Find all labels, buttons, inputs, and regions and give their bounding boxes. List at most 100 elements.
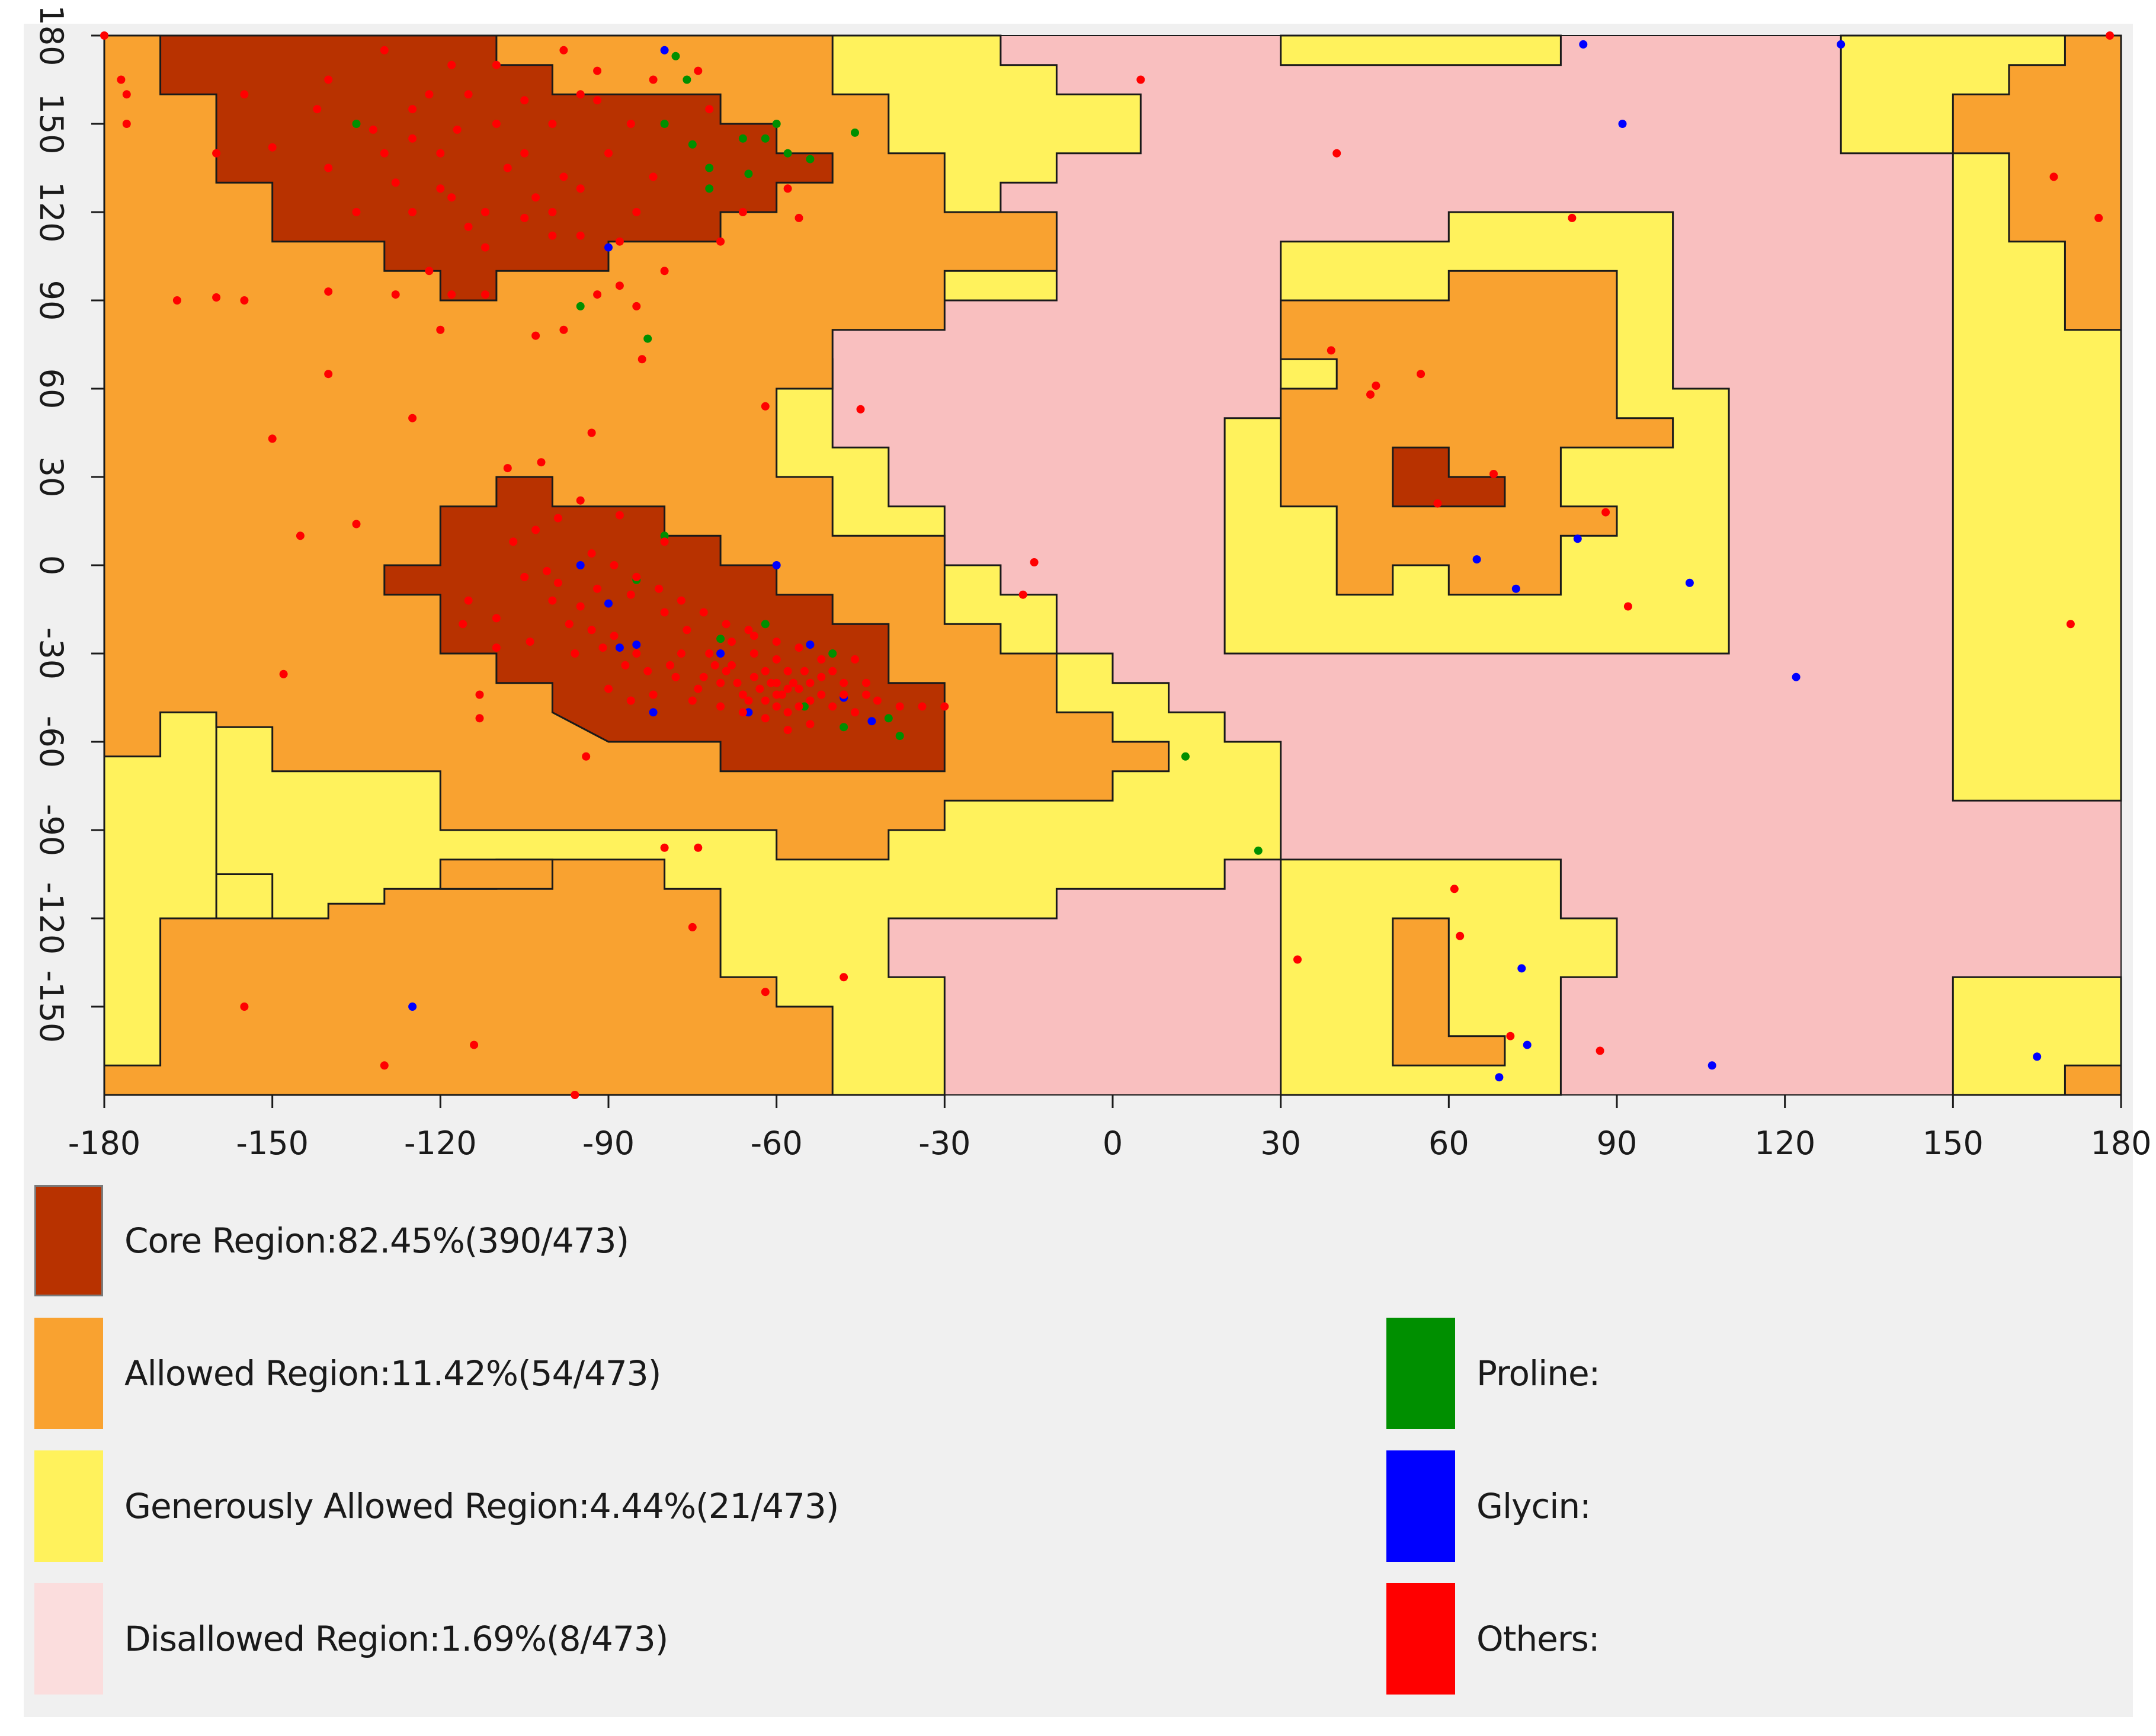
proline-point <box>716 635 725 643</box>
series-others <box>100 31 2115 1099</box>
x-tick-label: -150 <box>236 1125 309 1162</box>
y-tick-label: 90 <box>33 280 70 321</box>
others-point <box>492 643 501 652</box>
others-point <box>548 231 557 240</box>
others-point <box>840 690 848 699</box>
others-point <box>492 120 501 128</box>
proline-point <box>1254 846 1263 855</box>
proline-point <box>688 140 697 149</box>
others-point <box>548 596 557 605</box>
others-point <box>380 46 389 55</box>
allowed-region-lower-notch <box>439 859 553 890</box>
glycin-point <box>1837 40 1846 49</box>
others-point <box>688 696 697 705</box>
proline-point <box>744 169 753 178</box>
others-point <box>100 31 108 40</box>
glycin-point <box>649 708 658 717</box>
others-point <box>1136 75 1145 84</box>
others-point <box>481 290 489 299</box>
disallowed-region-swatch <box>34 1583 103 1695</box>
others-point <box>621 661 630 670</box>
others-point <box>122 90 131 99</box>
others-point <box>447 193 456 202</box>
y-tick-label: 0 <box>33 555 70 575</box>
others-point <box>795 702 803 711</box>
others-point <box>240 90 249 99</box>
x-tick-label: 30 <box>1260 1125 1301 1162</box>
others-point <box>587 428 596 437</box>
others-point <box>391 178 400 187</box>
others-point <box>531 193 540 202</box>
others-point <box>481 208 489 216</box>
proline-point <box>851 128 859 137</box>
others-point <box>806 678 815 687</box>
proline-point <box>683 75 691 84</box>
others-point <box>705 649 714 658</box>
y-tick-label: 60 <box>33 369 70 409</box>
others-point <box>520 96 529 105</box>
others-point <box>503 164 512 172</box>
others-point <box>615 237 624 246</box>
glycin-point <box>615 643 624 652</box>
others-point <box>408 208 417 216</box>
allowed-region-label: Allowed Region:11.42%(54/473) <box>124 1353 661 1394</box>
others-point <box>492 614 501 623</box>
glycin-point <box>1579 40 1588 49</box>
others-point <box>637 355 646 364</box>
others-point <box>117 75 126 84</box>
core-region-left-alpha <box>1392 446 1506 508</box>
others-point <box>649 75 658 84</box>
x-tick-label: -180 <box>68 1125 141 1162</box>
proline-point <box>660 531 669 540</box>
allowed-region-bottom-right <box>2064 1064 2122 1096</box>
others-point <box>352 520 361 529</box>
others-point <box>610 561 619 569</box>
others-point <box>408 134 417 143</box>
others-point <box>761 402 770 411</box>
x-tick-label: 150 <box>1923 1125 1984 1162</box>
others-point <box>240 1002 249 1011</box>
others-point <box>940 702 949 711</box>
others-point <box>728 638 736 646</box>
others-point <box>694 843 703 852</box>
x-tick-label: -90 <box>582 1125 635 1162</box>
glycin-point <box>1523 1040 1532 1049</box>
proline-point <box>884 714 893 723</box>
others-point <box>2066 620 2075 629</box>
others-point <box>2049 172 2058 181</box>
others-point <box>660 537 669 546</box>
glycin-point <box>806 640 815 649</box>
others-point <box>408 414 417 422</box>
axes: -180 -150 -120 -90 -60 -30 0 30 60 90 120 150 180 180… <box>33 5 2152 1162</box>
others-point <box>772 690 781 699</box>
proline-point <box>761 620 770 629</box>
others-point <box>520 149 529 158</box>
legend-proline: Proline: <box>1386 1318 1600 1429</box>
others-point <box>425 90 434 99</box>
others-point <box>761 714 770 723</box>
proline-point <box>643 334 652 343</box>
others-point <box>744 696 753 705</box>
others-point <box>626 696 635 705</box>
region-map <box>103 34 2122 1096</box>
others-point <box>828 667 837 675</box>
others-point <box>559 46 568 55</box>
others-point <box>710 661 719 670</box>
others-point <box>503 464 512 473</box>
others-point <box>840 678 848 687</box>
others-point <box>761 988 770 997</box>
others-point <box>767 678 776 687</box>
others-point <box>716 702 725 711</box>
others-point <box>649 172 658 181</box>
others-point <box>694 66 703 75</box>
others-point <box>604 149 613 158</box>
others-point <box>464 90 473 99</box>
others-point <box>761 696 770 705</box>
proline-label: Proline: <box>1476 1353 1600 1394</box>
others-point <box>571 649 579 658</box>
others-point <box>660 267 669 276</box>
glycin-label: Glycin: <box>1476 1486 1591 1526</box>
others-point <box>851 708 859 717</box>
